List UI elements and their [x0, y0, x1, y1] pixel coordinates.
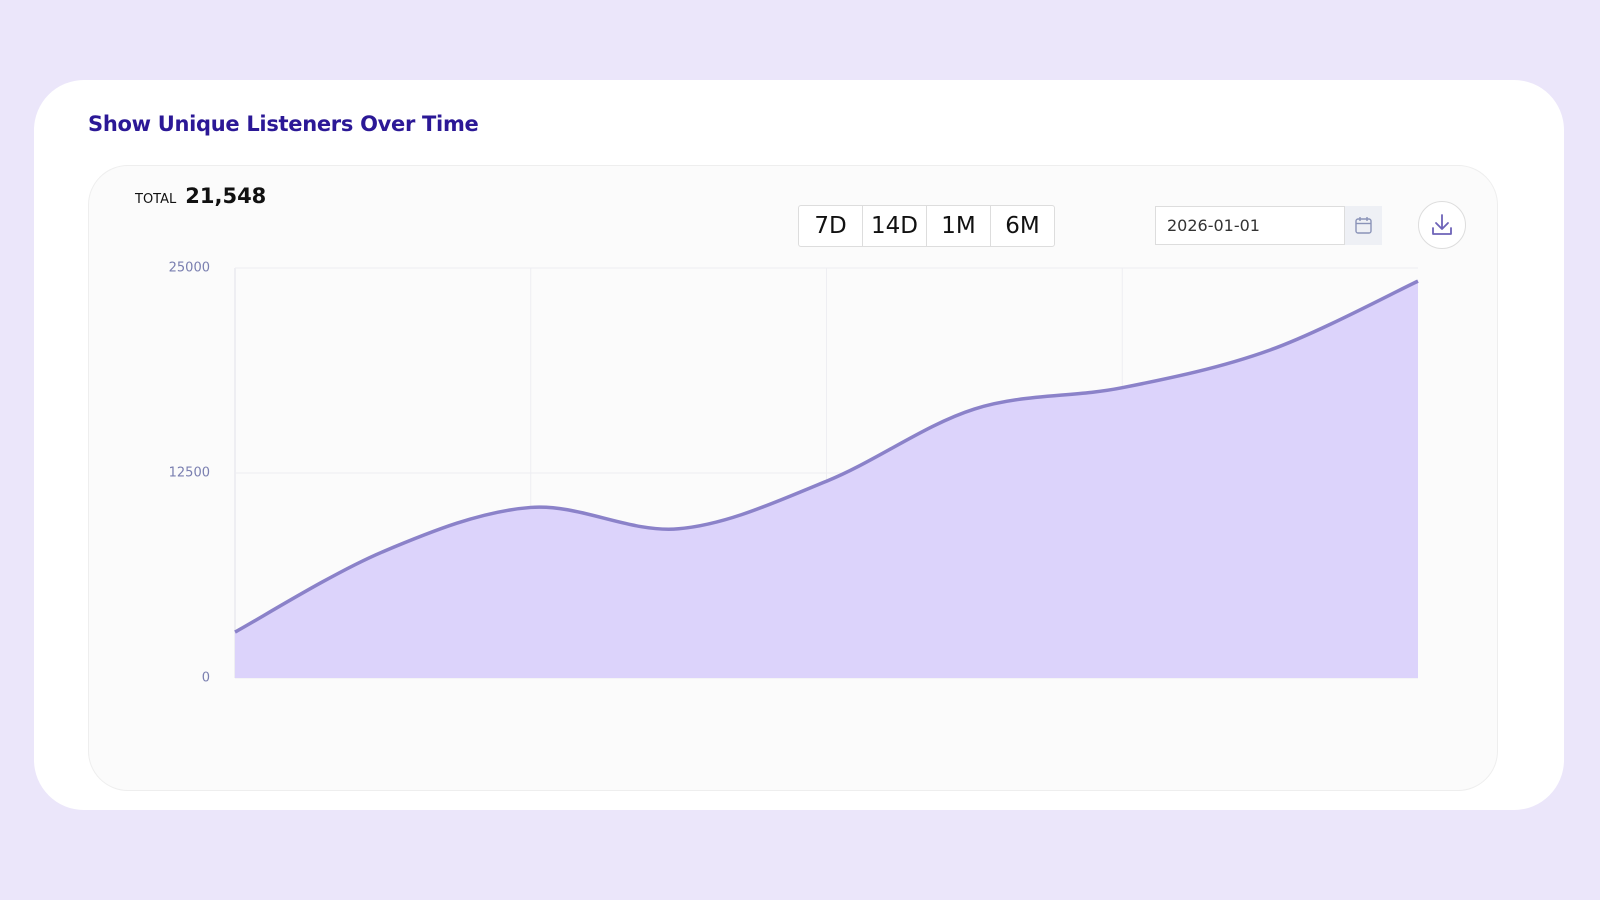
- line: [234, 279, 1419, 634]
- download-icon: [1432, 214, 1452, 235]
- range-button[interactable]: 7D: [814, 213, 847, 239]
- y-tick-label: 25000: [169, 261, 210, 276]
- total: TOTAL 21,548: [135, 184, 266, 208]
- date-input[interactable]: 2026-01-01: [1155, 206, 1345, 245]
- range-button[interactable]: 14D: [862, 206, 926, 246]
- y-tick-label: 0: [202, 671, 210, 686]
- total-value: 21,548: [185, 184, 267, 208]
- calendar-icon: [1355, 217, 1372, 234]
- total-label: TOTAL: [135, 192, 177, 207]
- card-title: Show Unique Listeners Over Time: [88, 112, 479, 136]
- range-buttons: 7D 14D 1M 6M: [798, 205, 1055, 247]
- calendar-button[interactable]: [1345, 206, 1382, 245]
- range-button[interactable]: 6M: [990, 206, 1054, 246]
- range-button[interactable]: 1M: [926, 206, 990, 246]
- area: [235, 281, 1418, 678]
- y-tick-label: 12500: [169, 466, 210, 481]
- download-button[interactable]: [1418, 201, 1466, 249]
